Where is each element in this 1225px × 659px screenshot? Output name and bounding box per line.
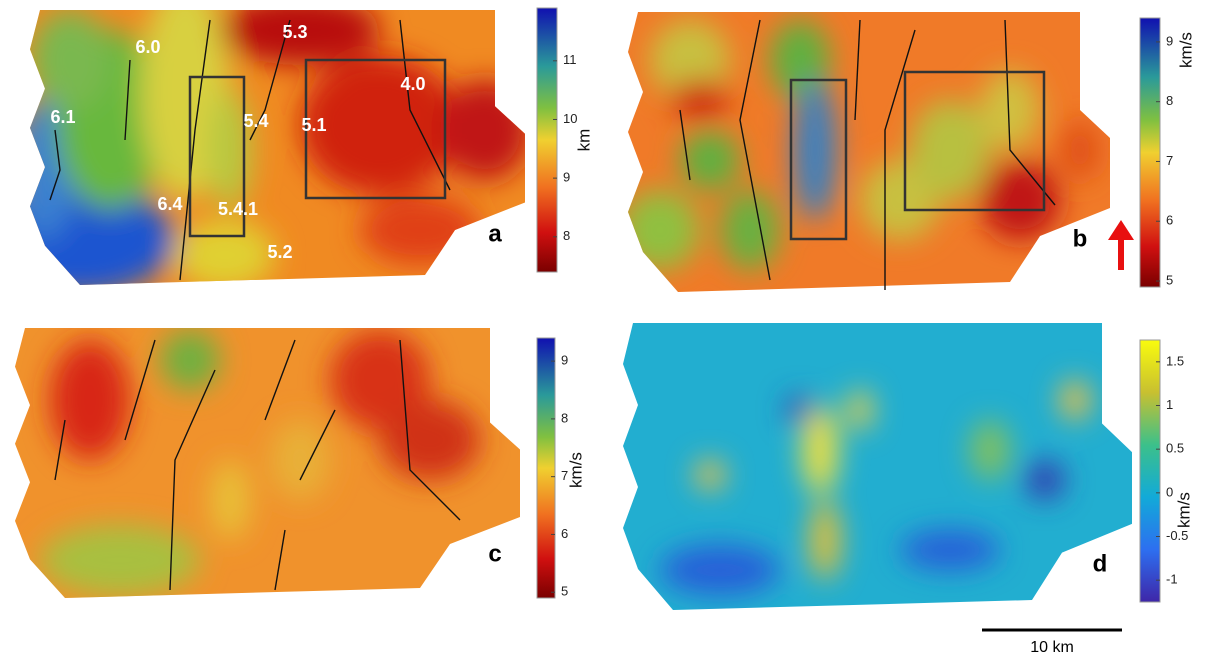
blob: [720, 190, 780, 270]
colorbar: [537, 8, 557, 272]
blob: [1025, 460, 1065, 500]
blob: [695, 460, 725, 490]
colorbar-tick-label: 9: [563, 170, 570, 185]
blob: [670, 80, 730, 120]
blob: [620, 190, 700, 270]
region-label: 6.1: [50, 107, 75, 127]
colorbar-tick-label: 8: [563, 228, 570, 243]
colorbar-tick-label: 9: [561, 353, 568, 368]
colorbar-tick-label: 8: [1166, 93, 1173, 108]
figure: 10 km a891011kmb56789km/sc56789km/sd-1-0…: [0, 0, 1225, 659]
colorbar-unit: km/s: [1174, 492, 1193, 528]
region-label: 6.0: [135, 37, 160, 57]
map: [0, 0, 530, 295]
blob: [680, 130, 740, 190]
colorbar-tick-label: -0.5: [1166, 528, 1188, 543]
region-label: 5.3: [282, 22, 307, 42]
map: [620, 12, 1110, 292]
blob: [810, 500, 840, 580]
panel-label: c: [488, 540, 501, 567]
colorbar: [1140, 340, 1160, 602]
blob: [900, 530, 1000, 570]
colorbar-tick-label: 5: [1166, 272, 1173, 287]
region-label: 5.4: [243, 111, 268, 131]
blob: [786, 396, 814, 424]
colorbar-tick-label: 0: [1166, 484, 1173, 499]
colorbar-unit: km/s: [1176, 32, 1195, 68]
map: [623, 323, 1132, 610]
blob: [40, 525, 200, 595]
colorbar-tick-label: 5: [561, 584, 568, 599]
colorbar-unit: km: [574, 129, 593, 152]
blob: [660, 545, 780, 595]
blob: [910, 100, 990, 200]
blob: [30, 10, 110, 110]
colorbar-tick-label: 6: [1166, 213, 1173, 228]
colorbar-tick-label: 7: [1166, 153, 1173, 168]
colorbar-tick-label: 1.5: [1166, 353, 1184, 368]
region-label: 5.1: [301, 115, 326, 135]
colorbar-tick-label: 8: [561, 410, 568, 425]
colorbar-unit: km/s: [566, 452, 585, 488]
colorbar-tick-label: 0.5: [1166, 441, 1184, 456]
region-label: 6.4: [157, 194, 182, 214]
panel-label: a: [488, 220, 502, 247]
colorbar-tick-label: 10: [563, 111, 577, 126]
colorbar-tick-label: 9: [1166, 33, 1173, 48]
blob: [793, 80, 837, 220]
colorbar: [1140, 18, 1160, 287]
colorbar-tick-label: -1: [1166, 572, 1178, 587]
region-label: 4.0: [400, 74, 425, 94]
colorbar-tick-label: 11: [563, 52, 577, 67]
blob: [1060, 380, 1090, 420]
blob: [208, 90, 252, 210]
map: [15, 328, 520, 598]
scale-bar-label: 10 km: [1030, 639, 1074, 656]
panel-label: d: [1093, 550, 1108, 577]
north-arrow: [1108, 220, 1134, 270]
blob: [380, 400, 480, 480]
blob: [970, 420, 1010, 480]
colorbar-tick-label: 1: [1166, 397, 1173, 412]
region-label: 5.4.1: [218, 199, 258, 219]
colorbar-tick-label: 6: [561, 526, 568, 541]
blob: [980, 160, 1060, 240]
blob: [160, 330, 220, 390]
blob: [210, 460, 250, 540]
blob: [360, 195, 480, 265]
blob: [1060, 120, 1100, 180]
blob: [270, 420, 330, 500]
region-label: 5.2: [267, 242, 292, 262]
colorbar: [537, 338, 555, 598]
blob: [440, 80, 530, 180]
blob: [848, 390, 872, 430]
panel-label: b: [1073, 225, 1088, 252]
